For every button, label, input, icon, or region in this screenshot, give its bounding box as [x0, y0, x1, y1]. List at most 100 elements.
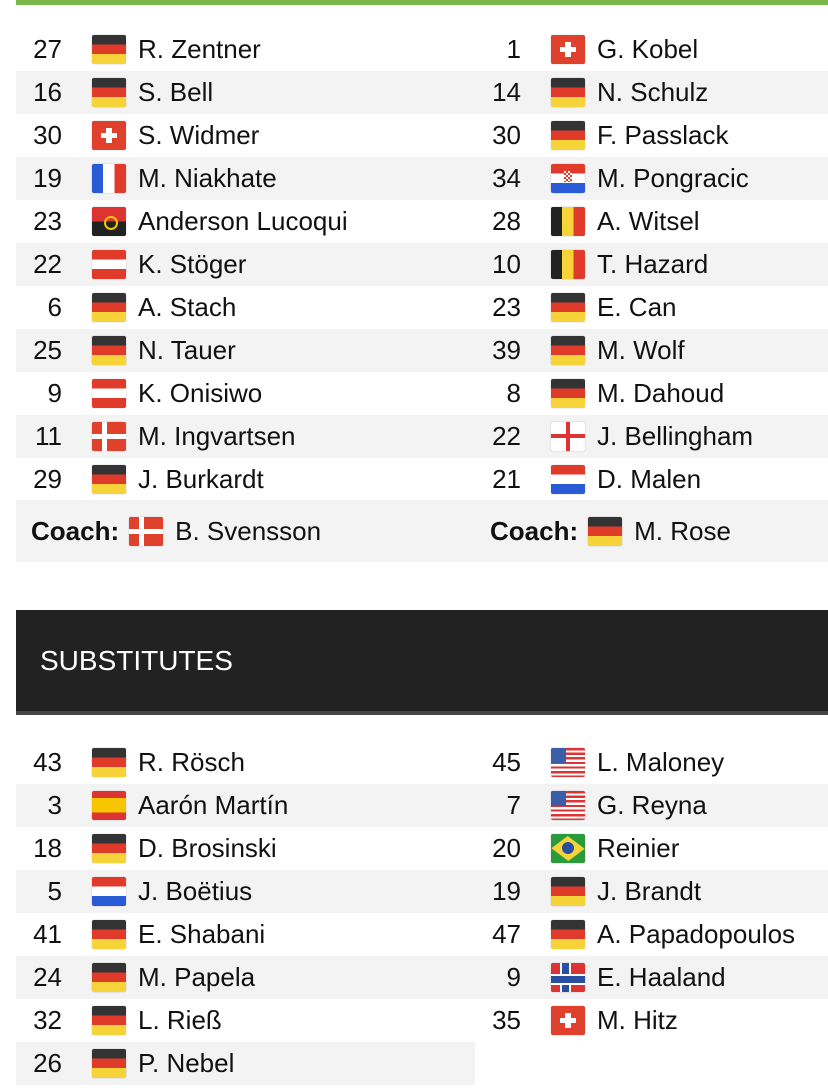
player-row[interactable]: 28 A. Witsel — [475, 200, 828, 243]
player-row[interactable]: 22 J. Bellingham — [475, 415, 828, 458]
flag-icon — [92, 164, 126, 193]
player-row[interactable]: 32 L. Rieß — [16, 999, 475, 1042]
flag-icon — [551, 207, 585, 236]
player-name[interactable]: D. Malen — [597, 464, 702, 494]
player-row[interactable]: 19 J. Brandt — [475, 870, 828, 913]
player-row[interactable]: 9 K. Onisiwo — [16, 372, 475, 415]
player-row[interactable]: 14 N. Schulz — [475, 71, 828, 114]
player-name[interactable]: M. Wolf — [597, 335, 685, 365]
player-row[interactable]: 41 E. Shabani — [16, 913, 475, 956]
shirt-number: 47 — [492, 919, 521, 949]
player-name[interactable]: G. Kobel — [597, 34, 699, 64]
player-name[interactable]: J. Burkardt — [138, 464, 264, 494]
player-name[interactable]: R. Zentner — [138, 34, 261, 64]
player-row[interactable]: 34 M. Pongracic — [475, 157, 828, 200]
shirt-number: 22 — [33, 249, 62, 279]
player-name[interactable]: M. Hitz — [597, 1005, 678, 1035]
player-name[interactable]: J. Brandt — [597, 876, 702, 906]
player-row[interactable]: 27 R. Zentner — [16, 28, 475, 71]
player-name[interactable]: N. Schulz — [597, 77, 709, 107]
player-row[interactable]: 6 A. Stach — [16, 286, 475, 329]
shirt-number: 23 — [33, 206, 62, 236]
shirt-number: 43 — [33, 747, 62, 777]
player-name[interactable]: Anderson Lucoqui — [138, 206, 348, 236]
coach-name[interactable]: B. Svensson — [175, 515, 322, 546]
player-row[interactable]: 30 F. Passlack — [475, 114, 828, 157]
player-name[interactable]: E. Haaland — [597, 962, 726, 992]
player-row[interactable]: 35 M. Hitz — [475, 999, 828, 1042]
player-name[interactable]: P. Nebel — [138, 1048, 235, 1078]
shirt-number: 16 — [33, 77, 62, 107]
player-name[interactable]: E. Shabani — [138, 919, 266, 949]
player-name[interactable]: A. Witsel — [597, 206, 700, 236]
player-name[interactable]: M. Papela — [138, 962, 256, 992]
player-name[interactable]: D. Brosinski — [138, 833, 277, 863]
player-row[interactable]: 30 S. Widmer — [16, 114, 475, 157]
away-lineup: 1 G. Kobel 14 N. Schulz 30 F. Passlack 34 M. Po… — [475, 28, 828, 501]
player-row[interactable]: 5 J. Boëtius — [16, 870, 475, 913]
player-row[interactable]: 11 M. Ingvartsen — [16, 415, 475, 458]
starting-lineups: 27 R. Zentner 16 S. Bell 30 S. Widmer 19 M. Nia… — [16, 28, 828, 501]
player-row[interactable]: 23 E. Can — [475, 286, 828, 329]
shirt-number: 29 — [33, 464, 62, 494]
player-row[interactable]: 19 M. Niakhate — [16, 157, 475, 200]
player-row[interactable]: 39 M. Wolf — [475, 329, 828, 372]
player-name[interactable]: M. Ingvartsen — [138, 421, 296, 451]
shirt-number: 22 — [492, 421, 521, 451]
player-row[interactable]: 10 T. Hazard — [475, 243, 828, 286]
player-row[interactable]: 7 G. Reyna — [475, 784, 828, 827]
player-name[interactable]: N. Tauer — [138, 335, 236, 365]
player-name[interactable]: M. Dahoud — [597, 378, 725, 408]
player-name[interactable]: R. Rösch — [138, 747, 245, 777]
flag-icon — [92, 465, 126, 494]
player-row[interactable]: 43 R. Rösch — [16, 741, 475, 784]
player-row[interactable]: 8 M. Dahoud — [475, 372, 828, 415]
flag-icon — [92, 1049, 126, 1078]
shirt-number: 10 — [492, 249, 521, 279]
player-name[interactable]: Aarón Martín — [138, 790, 289, 820]
player-name[interactable]: S. Widmer — [138, 120, 260, 150]
player-name[interactable]: S. Bell — [138, 77, 214, 107]
player-row[interactable]: 9 E. Haaland — [475, 956, 828, 999]
player-name[interactable]: L. Maloney — [597, 747, 725, 777]
player-row[interactable]: 22 K. Stöger — [16, 243, 475, 286]
player-name[interactable]: L. Rieß — [138, 1005, 222, 1035]
player-name[interactable]: M. Niakhate — [138, 163, 277, 193]
player-name[interactable]: K. Stöger — [138, 249, 247, 279]
player-name[interactable]: J. Boëtius — [138, 876, 253, 906]
flag-icon — [129, 516, 164, 546]
coach-name[interactable]: M. Rose — [634, 515, 731, 546]
player-row[interactable]: 26 P. Nebel — [16, 1042, 475, 1085]
player-row[interactable]: 25 N. Tauer — [16, 329, 475, 372]
flag-icon — [588, 516, 623, 546]
player-row[interactable]: 18 D. Brosinski — [16, 827, 475, 870]
player-row[interactable]: 21 D. Malen — [475, 458, 828, 501]
flag-icon — [92, 293, 126, 322]
player-row[interactable]: 45 L. Maloney — [475, 741, 828, 784]
player-row[interactable]: 20 Reinier — [475, 827, 828, 870]
player-row[interactable]: 29 J. Burkardt — [16, 458, 475, 501]
player-name[interactable]: M. Pongracic — [597, 163, 749, 193]
player-row[interactable]: 3 Aarón Martín — [16, 784, 475, 827]
player-name[interactable]: T. Hazard — [597, 249, 709, 279]
flag-icon — [92, 1006, 126, 1035]
flag-icon — [551, 963, 585, 992]
shirt-number: 9 — [506, 962, 521, 992]
player-row[interactable]: 1 G. Kobel — [475, 28, 828, 71]
coach-label: Coach: — [490, 515, 579, 546]
flag-icon — [551, 791, 585, 820]
coach-label: Coach: — [31, 515, 120, 546]
player-row[interactable]: 47 A. Papadopoulos — [475, 913, 828, 956]
substitutes-lists: 43 R. Rösch 3 Aarón Martín 18 D. Brosinski 5 J.… — [16, 741, 828, 1085]
player-name[interactable]: Reinier — [597, 833, 680, 863]
player-row[interactable]: 24 M. Papela — [16, 956, 475, 999]
player-name[interactable]: G. Reyna — [597, 790, 707, 820]
player-row[interactable]: 23 Anderson Lucoqui — [16, 200, 475, 243]
player-name[interactable]: F. Passlack — [597, 120, 729, 150]
player-name[interactable]: J. Bellingham — [597, 421, 754, 451]
player-name[interactable]: A. Papadopoulos — [597, 919, 796, 949]
player-name[interactable]: K. Onisiwo — [138, 378, 263, 408]
player-name[interactable]: A. Stach — [138, 292, 237, 322]
player-row[interactable]: 16 S. Bell — [16, 71, 475, 114]
player-name[interactable]: E. Can — [597, 292, 677, 322]
